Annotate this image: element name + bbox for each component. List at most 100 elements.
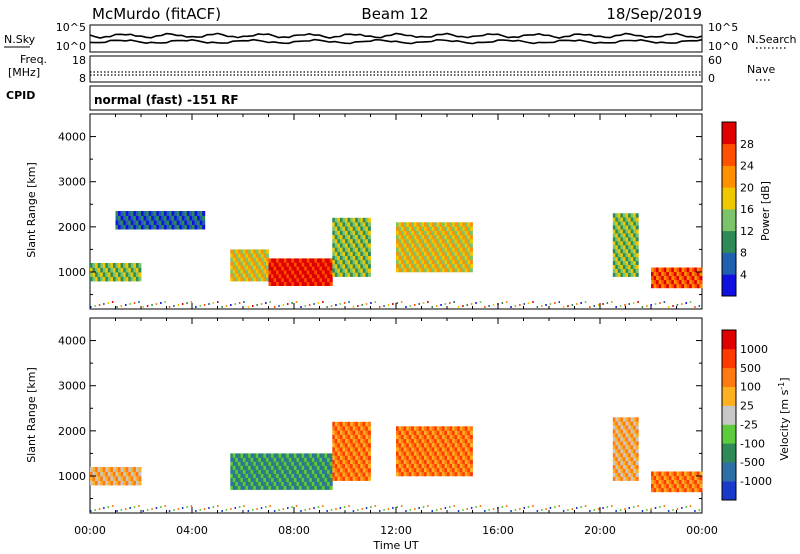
data-cell xyxy=(332,247,336,252)
data-cell xyxy=(679,275,682,281)
data-cell xyxy=(360,421,364,427)
data-cell xyxy=(120,211,124,216)
data-cell xyxy=(625,229,629,234)
data-cell xyxy=(286,477,290,482)
data-cell xyxy=(309,281,313,286)
data-cell xyxy=(567,305,569,307)
data-cell xyxy=(367,243,371,248)
data-cell xyxy=(319,473,323,478)
data-cell xyxy=(255,261,259,266)
data-cell xyxy=(339,447,343,452)
data-cell xyxy=(452,230,455,236)
data-cell xyxy=(625,244,629,250)
data-cell xyxy=(237,465,241,470)
data-cell xyxy=(102,263,106,268)
data-cell xyxy=(441,255,445,260)
data-cell xyxy=(110,467,114,472)
data-cell xyxy=(454,234,458,240)
data-cell xyxy=(403,259,407,265)
data-cell xyxy=(452,451,455,456)
station-title: McMurdo (fitACF) xyxy=(92,5,221,23)
data-cell xyxy=(635,268,639,273)
data-cell xyxy=(467,459,471,464)
data-cell xyxy=(103,303,105,305)
data-cell xyxy=(199,305,201,307)
data-cell xyxy=(625,456,629,462)
data-cell xyxy=(281,270,285,275)
data-cell xyxy=(462,438,466,444)
data-cell xyxy=(355,243,359,248)
data-cell xyxy=(342,442,346,448)
data-cell xyxy=(630,441,634,446)
data-cell xyxy=(317,477,320,482)
data-cell xyxy=(635,264,639,269)
data-cell xyxy=(189,215,193,221)
data-cell xyxy=(243,273,246,278)
data-cell xyxy=(271,481,275,486)
data-cell xyxy=(633,468,637,473)
data-cell xyxy=(102,471,106,477)
data-cell xyxy=(523,303,525,305)
data-cell xyxy=(668,471,672,476)
data-cell xyxy=(396,222,399,227)
data-cell xyxy=(457,510,460,512)
data-cell xyxy=(628,464,631,469)
data-cell xyxy=(181,220,185,225)
colorbar-tick-label: 100 xyxy=(740,381,761,394)
data-cell xyxy=(357,222,361,227)
data-cell xyxy=(628,472,631,477)
data-cell xyxy=(403,434,407,440)
data-cell xyxy=(612,252,616,258)
data-cell xyxy=(620,456,624,462)
data-cell xyxy=(632,302,635,304)
data-cell xyxy=(194,224,198,230)
data-cell xyxy=(418,255,422,260)
data-cell xyxy=(339,217,343,223)
data-cell xyxy=(304,273,308,279)
data-cell xyxy=(617,213,621,218)
noise-panel-frame xyxy=(89,24,703,53)
data-cell xyxy=(429,267,433,273)
data-cell xyxy=(151,508,153,510)
data-cell xyxy=(620,256,624,262)
data-cell xyxy=(115,471,119,477)
data-cell xyxy=(403,426,407,431)
data-cell xyxy=(171,211,175,216)
data-cell xyxy=(339,259,343,265)
data-cell xyxy=(441,251,445,256)
data-cell xyxy=(309,485,313,490)
data-cell xyxy=(296,277,300,283)
data-cell xyxy=(135,476,139,481)
data-cell xyxy=(342,238,346,244)
data-cell xyxy=(681,475,685,480)
data-cell xyxy=(426,434,430,440)
data-cell xyxy=(457,426,461,431)
data-cell xyxy=(317,273,320,279)
data-cell xyxy=(449,442,453,448)
data-cell xyxy=(691,283,695,289)
data-cell xyxy=(408,430,412,435)
data-cell xyxy=(184,220,188,225)
data-cell xyxy=(633,437,637,442)
data-cell xyxy=(301,477,305,482)
data-cell xyxy=(314,481,318,486)
date-title: 18/Sep/2019 xyxy=(606,5,702,23)
data-cell xyxy=(436,243,440,248)
data-cell xyxy=(408,259,412,265)
data-cell xyxy=(362,455,366,460)
data-cell xyxy=(454,467,458,473)
data-cell xyxy=(342,426,346,431)
data-cell xyxy=(319,277,323,283)
data-cell xyxy=(656,279,660,285)
data-cell xyxy=(98,304,101,306)
data-cell xyxy=(311,457,315,462)
data-cell xyxy=(282,508,285,510)
data-cell xyxy=(418,434,422,440)
data-cell xyxy=(466,304,468,306)
data-cell xyxy=(291,258,295,263)
data-cell xyxy=(273,481,277,486)
data-cell xyxy=(250,253,254,258)
data-cell xyxy=(401,267,405,273)
data-cell xyxy=(617,441,621,446)
data-cell xyxy=(355,447,359,452)
